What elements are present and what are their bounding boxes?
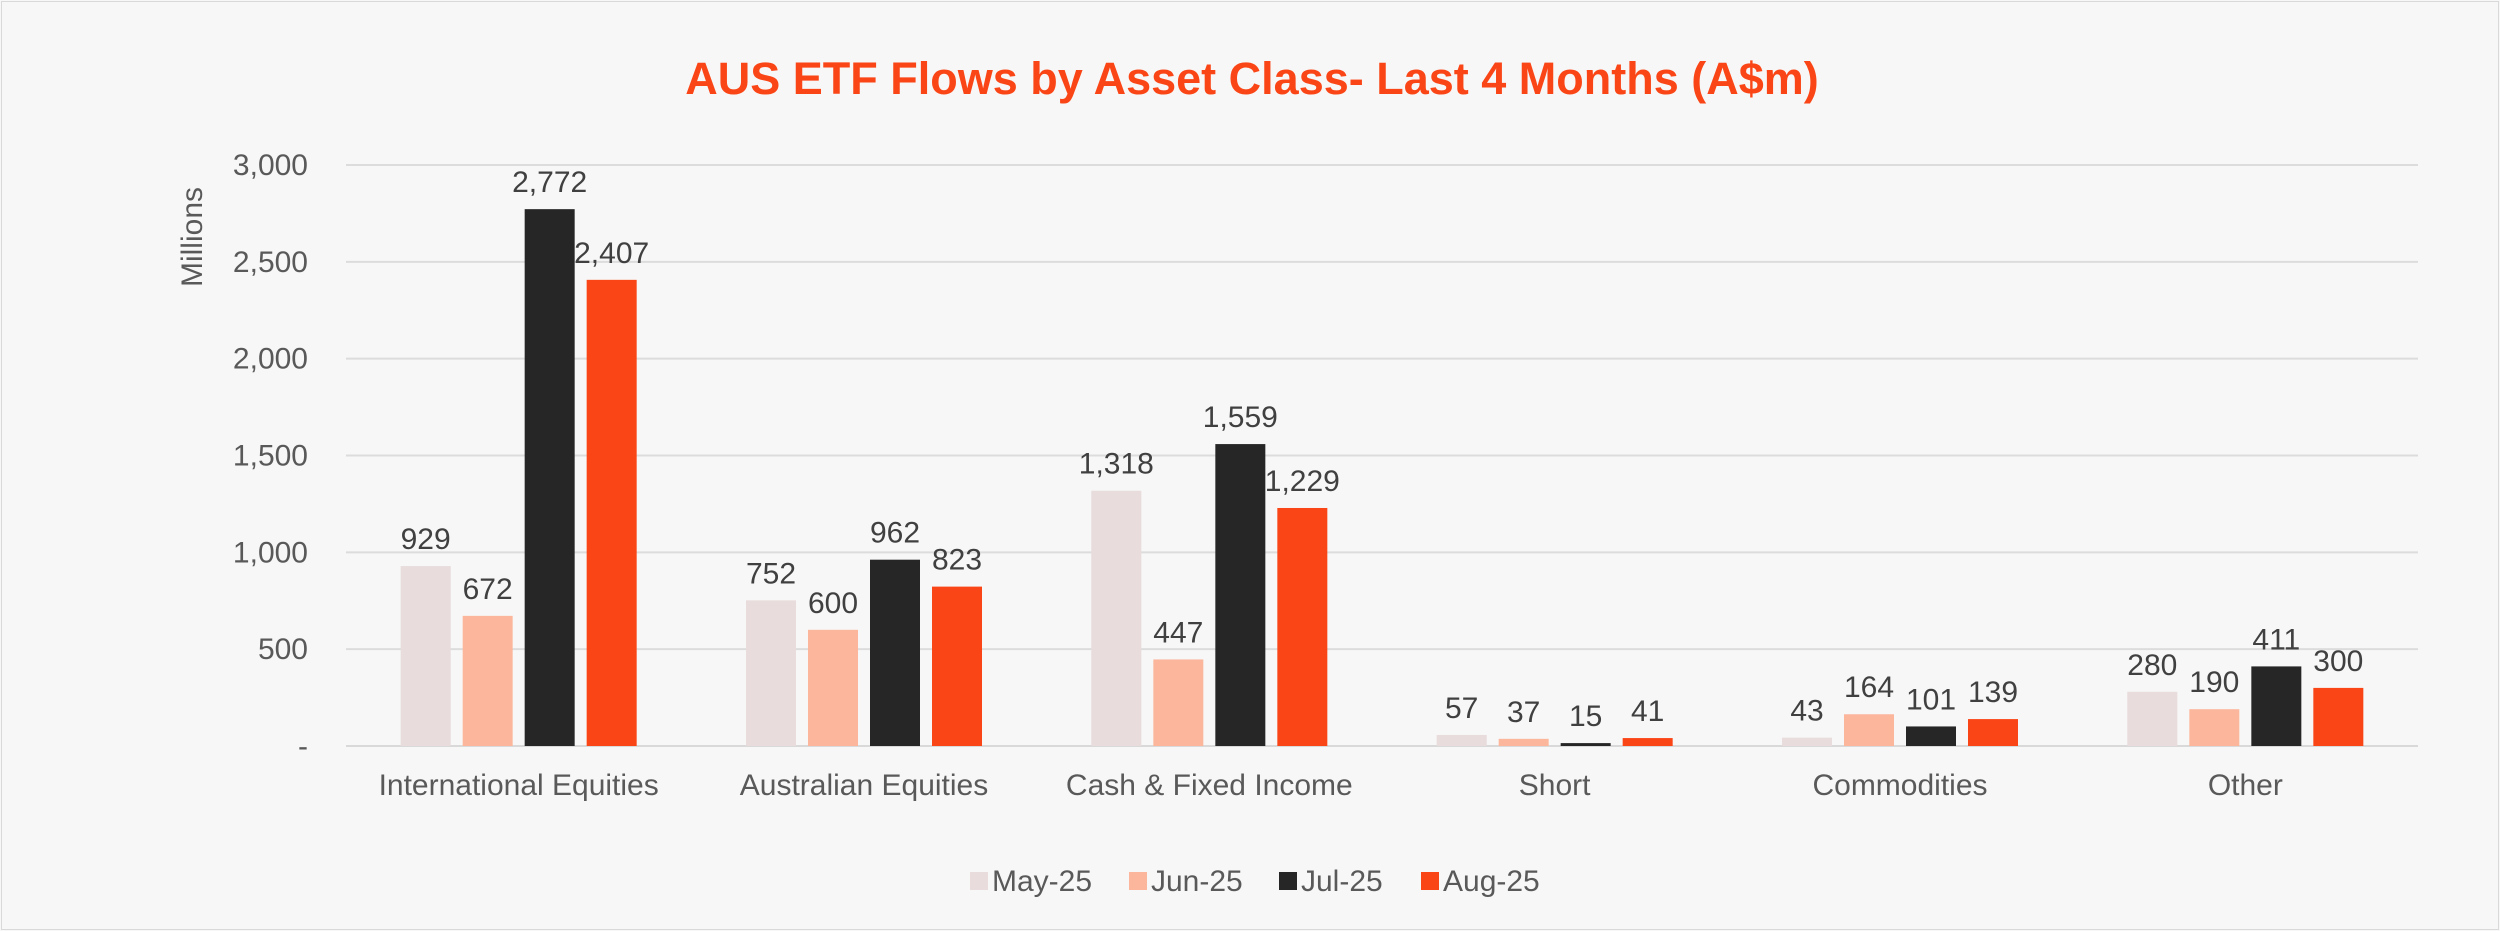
bar <box>462 615 513 746</box>
data-label: 672 <box>463 573 513 606</box>
y-tick-label: 1,500 <box>233 440 308 473</box>
bar <box>400 566 451 746</box>
y-tick-label: - <box>298 730 308 763</box>
bar <box>746 600 796 746</box>
y-tick-label: 500 <box>258 633 308 666</box>
bar <box>2251 666 2302 746</box>
data-label: 752 <box>746 557 796 590</box>
data-label: 1,229 <box>1265 465 1340 498</box>
y-tick-label: 1,000 <box>233 536 308 569</box>
x-category-label: Australian Equities <box>740 769 988 802</box>
x-category-label: International Equities <box>379 769 659 802</box>
legend-label: May-25 <box>992 865 1092 898</box>
bar <box>870 559 920 746</box>
x-category-label: Short <box>1519 769 1591 802</box>
data-label: 411 <box>2252 623 2300 656</box>
bar <box>1968 719 2018 746</box>
legend: May-25 Jun-25 Jul-25 Aug-25 <box>970 865 1540 898</box>
legend-label: Aug-25 <box>1443 865 1540 898</box>
data-label: 190 <box>2189 666 2239 699</box>
data-label: 37 <box>1507 696 1540 729</box>
bar <box>1277 507 1328 746</box>
data-label: 2,772 <box>512 166 587 199</box>
bar <box>2127 691 2178 746</box>
bar <box>586 279 637 746</box>
bar <box>2189 709 2240 746</box>
data-label: 280 <box>2127 649 2177 682</box>
bar <box>1906 726 1956 746</box>
bar <box>1153 659 1204 746</box>
data-label: 447 <box>1153 616 1203 649</box>
data-label: 1,559 <box>1203 401 1278 434</box>
legend-swatch <box>1129 872 1147 890</box>
y-tick-label: 2,000 <box>233 343 308 376</box>
data-label: 600 <box>808 587 858 620</box>
y-axis-title: Millions <box>176 187 209 287</box>
legend-label: Jul-25 <box>1301 865 1383 898</box>
gridlines <box>346 164 2418 747</box>
data-label: 15 <box>1569 700 1602 733</box>
data-label: 139 <box>1968 676 2018 709</box>
chart-title: AUS ETF Flows by Asset Class- Last 4 Mon… <box>685 53 1819 104</box>
x-category-label: Cash & Fixed Income <box>1066 769 1353 802</box>
data-label: 300 <box>2313 645 2363 678</box>
x-category-label: Other <box>2208 769 2283 802</box>
bar <box>1844 714 1894 746</box>
x-axis-categories: International Equities Australian Equitie… <box>379 769 2283 802</box>
data-label: 2,407 <box>574 237 649 270</box>
bar <box>524 209 575 746</box>
bar <box>1091 490 1142 746</box>
y-axis-ticks: - 500 1,000 1,500 2,000 2,500 3,000 <box>233 149 308 763</box>
bar <box>932 586 982 746</box>
bar <box>808 629 858 746</box>
y-tick-label: 3,000 <box>233 149 308 182</box>
legend-swatch <box>1279 872 1297 890</box>
data-labels: 929 672 2,772 2,407 752 600 962 823 1,318 447 1,55… <box>401 166 2364 733</box>
y-tick-label: 2,500 <box>233 246 308 279</box>
legend-swatch <box>970 872 988 890</box>
data-label: 164 <box>1844 671 1894 704</box>
data-label: 101 <box>1906 683 1956 716</box>
bar <box>1436 734 1487 746</box>
data-label: 41 <box>1631 695 1664 728</box>
bar <box>1215 444 1266 746</box>
bar <box>2313 687 2364 746</box>
bar <box>1560 743 1611 746</box>
data-label: 57 <box>1445 692 1478 725</box>
data-label: 823 <box>932 544 982 577</box>
data-label: 43 <box>1790 695 1823 728</box>
bar <box>1498 738 1549 746</box>
bars <box>400 209 2364 746</box>
data-label: 929 <box>401 523 451 556</box>
x-category-label: Commodities <box>1812 769 1987 802</box>
legend-label: Jun-25 <box>1151 865 1243 898</box>
bar <box>1622 738 1673 746</box>
bar <box>1782 737 1832 746</box>
legend-swatch <box>1421 872 1439 890</box>
data-label: 1,318 <box>1079 448 1154 481</box>
data-label: 962 <box>870 517 920 550</box>
